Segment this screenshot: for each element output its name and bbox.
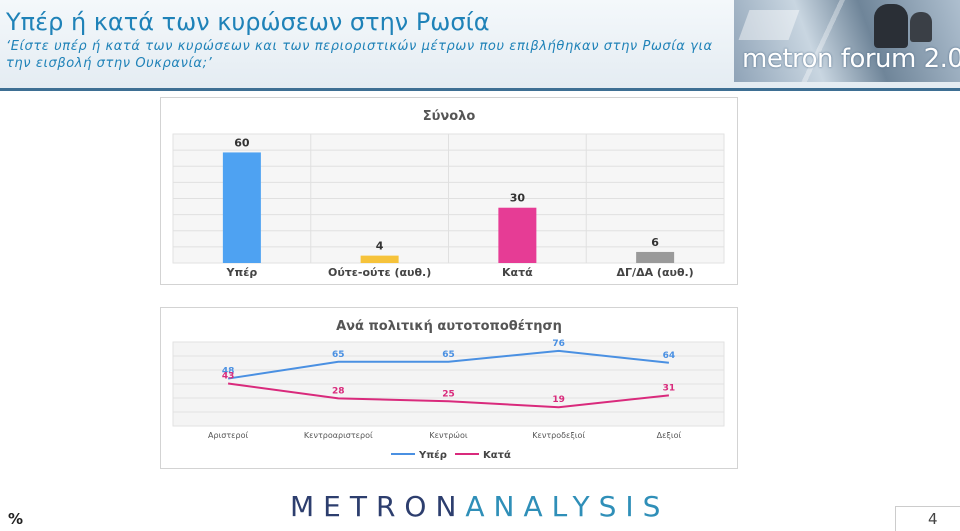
category-label: Αριστεροί: [208, 431, 248, 440]
political-line-chart: Αριστεροί Κεντροαριστεροί Κεντρώοι Κεντροδε…: [172, 339, 725, 461]
header-bar: Υπέρ ή κατά των κυρώσεων στην Ρωσία ‘Είσ…: [0, 0, 960, 91]
metron-analysis-logo-part1: METRON: [290, 490, 466, 523]
category-label: Ούτε-ούτε (αυθ.): [328, 266, 431, 279]
data-label: 43: [222, 372, 235, 382]
category-label: Κεντρώοι: [429, 430, 468, 440]
legend-label: Υπέρ: [418, 449, 447, 461]
category-label: Κεντροδεξιοί: [532, 431, 585, 440]
category-label: ΔΓ/ΔΑ (αυθ.): [617, 266, 694, 279]
political-chart-title: Ανά πολιτική αυτοτοποθέτηση: [336, 319, 562, 334]
data-label: 64: [663, 351, 676, 361]
data-label: 65: [442, 350, 455, 360]
data-label: 65: [332, 350, 345, 360]
political-chart-panel: Ανά πολιτική αυτοτοποθέτηση Αριστεροί Κεν…: [160, 307, 738, 469]
total-bar-chart: 60 Υπέρ 4 Ούτε-ούτε (αυθ.) 30 Κατά 6 ΔΓ/ΔΑ (αυθ…: [172, 133, 725, 279]
page-number: 4: [928, 510, 938, 528]
total-chart-title: Σύνολο: [422, 109, 476, 124]
data-label: 25: [442, 389, 455, 399]
bar: [222, 152, 261, 263]
legend-label: Κατά: [483, 449, 511, 461]
data-label: 6: [651, 236, 659, 249]
metron-analysis-logo-part2: ANALYSIS: [465, 490, 670, 523]
percent-unit-label: %: [8, 510, 24, 528]
data-label: 48: [222, 367, 235, 377]
data-label: 76: [552, 339, 565, 349]
metron-forum-logo-text: metron forum 2.0: [742, 44, 960, 74]
bar: [360, 255, 399, 263]
page-title: Υπέρ ή κατά των κυρώσεων στην Ρωσία: [6, 8, 490, 36]
category-label: Κεντροαριστεροί: [304, 431, 373, 440]
data-label: 31: [663, 383, 676, 393]
data-label: 4: [376, 240, 384, 253]
category-label: Κατά: [502, 266, 533, 279]
data-label: 30: [510, 192, 526, 205]
page-number-box: [895, 506, 960, 531]
data-label: 28: [332, 386, 345, 396]
question-subtitle: ‘Είστε υπέρ ή κατά των κυρώσεων και των …: [6, 39, 713, 71]
bar: [498, 207, 537, 263]
data-label: 60: [234, 136, 250, 149]
category-label: Δεξιοί: [657, 431, 682, 440]
metron-analysis-logo: METRONANALYSIS: [290, 490, 669, 523]
series-line: [227, 382, 670, 409]
data-label: 19: [552, 395, 565, 405]
series-line: [227, 349, 670, 380]
metron-forum-logo: metron forum 2.0: [734, 0, 960, 82]
bar: [636, 251, 675, 263]
total-chart-panel: Σύνολο 60 Υπέρ 4 Ούτε-ούτε (αυθ.) 30 Κατά 6 ΔΓ/…: [160, 97, 738, 285]
category-label: Υπέρ: [226, 266, 258, 279]
